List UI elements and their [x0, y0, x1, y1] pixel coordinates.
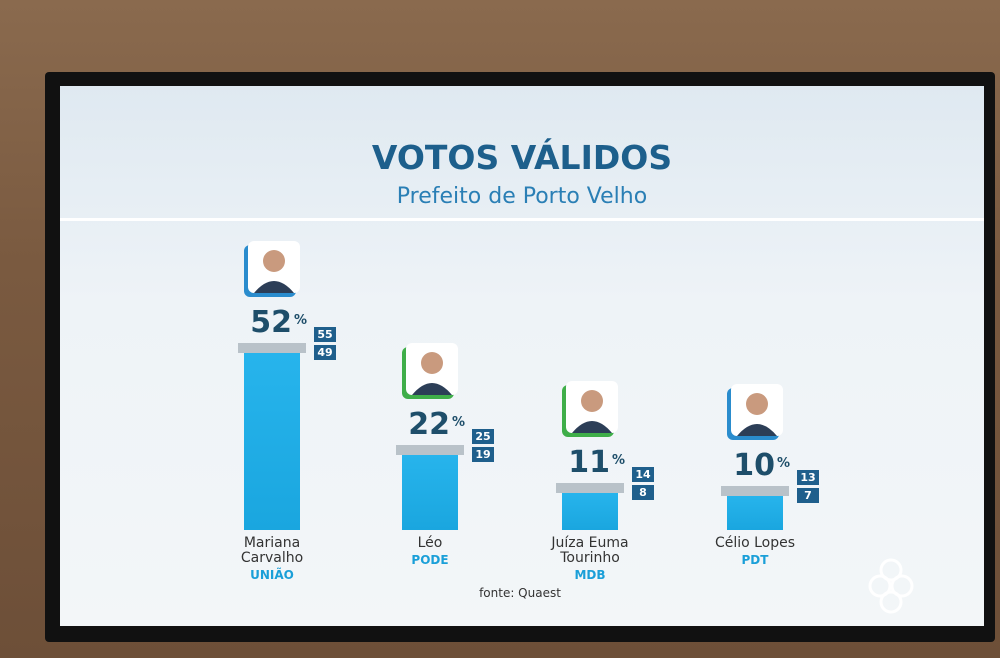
bar-cap	[396, 445, 464, 456]
lower-bound: 19	[472, 447, 494, 463]
bar	[562, 492, 618, 530]
value-label: 52	[250, 305, 292, 341]
upper-bound: 25	[472, 429, 494, 445]
bar	[727, 496, 783, 530]
divider	[60, 218, 984, 221]
lower-bound: 49	[314, 345, 336, 361]
logo	[868, 558, 914, 614]
chart-title: VOTOS VÁLIDOS	[371, 138, 673, 177]
party-label: PDT	[741, 553, 769, 567]
bar	[402, 455, 458, 530]
value-unit: %	[612, 452, 626, 468]
candidate-photo	[731, 384, 783, 436]
value-unit: %	[777, 456, 791, 471]
bar-cap	[721, 486, 789, 496]
candidate-photo	[566, 380, 618, 433]
value-label: 11	[568, 444, 610, 480]
avatar	[572, 389, 612, 433]
bar	[244, 353, 300, 530]
value-unit: %	[294, 313, 308, 329]
avatar	[737, 393, 777, 436]
chart-subtitle: Prefeito de Porto Velho	[396, 184, 648, 209]
party-label: MDB	[574, 568, 606, 582]
party-label: PODE	[411, 553, 449, 567]
candidate-name: Léo	[417, 535, 443, 551]
value-unit: %	[452, 415, 466, 431]
candidate-photo	[248, 241, 300, 294]
candidate-name: Juíza Euma Tourinho	[551, 535, 629, 566]
avatar	[412, 352, 452, 396]
candidate-name: Célio Lopes	[714, 535, 796, 551]
source: fonte: Quaest	[479, 586, 561, 600]
bar-cap	[238, 343, 306, 354]
lower-bound: 8	[632, 484, 654, 500]
lower-bound: 7	[797, 488, 819, 503]
avatar	[254, 250, 294, 294]
value-label: 10	[733, 448, 775, 483]
party-label: UNIÃO	[250, 568, 294, 582]
upper-bound: 55	[314, 327, 336, 343]
upper-bound: 14	[632, 466, 654, 482]
chart: VOTOS VÁLIDOS Prefeito de Porto Velho fo…	[60, 86, 984, 626]
upper-bound: 13	[797, 470, 819, 485]
candidate-name: Mariana Carvalho	[240, 535, 304, 566]
candidate-photo	[406, 343, 458, 396]
bar-cap	[556, 482, 624, 493]
value-label: 22	[408, 407, 450, 443]
